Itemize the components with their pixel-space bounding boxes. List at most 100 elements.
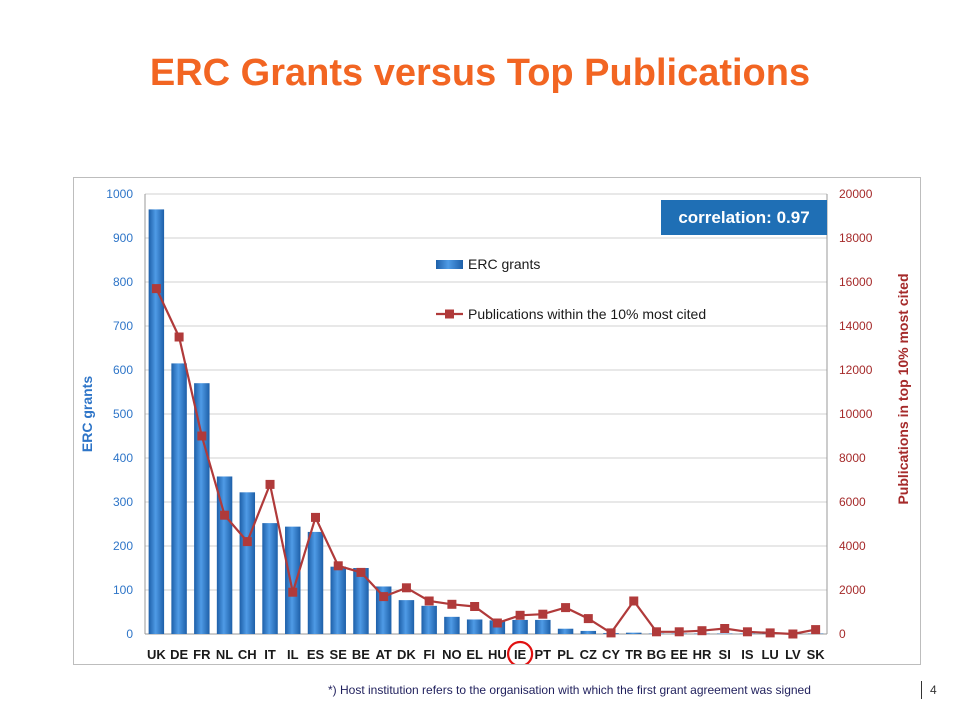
point-publications (561, 603, 571, 613)
y2-tick-label: 8000 (839, 451, 866, 465)
y-tick-label: 500 (113, 407, 133, 421)
x-tick-label: TR (625, 647, 643, 662)
x-tick-label: SE (330, 647, 348, 662)
x-tick-label: SI (719, 647, 731, 662)
y-axis-title: ERC grants (79, 376, 95, 452)
x-tick-label: ES (307, 647, 325, 662)
point-publications (220, 510, 230, 520)
correlation-label: correlation: 0.97 (678, 208, 809, 227)
point-publications (629, 596, 639, 606)
y-tick-label: 700 (113, 319, 133, 333)
x-tick-label: CH (238, 647, 257, 662)
x-tick-label: AT (376, 647, 392, 662)
bar-erc-grants (194, 383, 210, 634)
point-publications (401, 583, 411, 593)
correlation-box (661, 200, 827, 235)
legend-label-erc-grants: ERC grants (468, 256, 540, 272)
x-tick-label: IS (741, 647, 754, 662)
point-publications (174, 332, 184, 342)
bar-erc-grants (421, 605, 437, 634)
y2-tick-label: 20000 (839, 187, 873, 201)
point-publications (242, 537, 252, 547)
bar-erc-grants (626, 632, 642, 634)
bar-erc-grants (307, 531, 324, 634)
bar-erc-grants (557, 628, 574, 634)
x-tick-label: NO (442, 647, 462, 662)
point-publications (606, 628, 616, 638)
bar-erc-grants (512, 619, 528, 634)
y2-tick-label: 12000 (839, 363, 873, 377)
chart-frame: 0 100 200 300 400 500 600 700 800 900 1000 0 2000 400… (73, 177, 921, 665)
x-tick-label: BG (647, 647, 667, 662)
point-publications (379, 592, 389, 602)
page-number: 4 (930, 683, 937, 697)
slide-title: ERC Grants versus Top Publications (149, 52, 811, 94)
y2-tick-label: 0 (839, 627, 846, 641)
bar-erc-grants (353, 568, 369, 634)
x-tick-label: SK (807, 647, 826, 662)
legend-swatch-erc-grants (436, 260, 463, 269)
point-publications (742, 627, 752, 637)
point-publications (265, 479, 275, 489)
point-publications (356, 567, 366, 577)
x-tick-label: PT (535, 647, 552, 662)
bar-erc-grants (171, 363, 187, 634)
bar-erc-grants (444, 616, 460, 634)
bar-erc-grants (239, 492, 256, 634)
bar-erc-grants (148, 209, 165, 634)
x-tick-label: BE (352, 647, 370, 662)
highlight-circle-ie (507, 640, 534, 664)
x-tick-label: CY (602, 647, 620, 662)
y2-tick-label: 6000 (839, 495, 866, 509)
erc-chart: 0100200300400500600700800900100002000400… (79, 187, 911, 664)
y-tick-label: 800 (113, 275, 133, 289)
y2-tick-label: 2000 (839, 583, 866, 597)
x-tick-label: EL (466, 647, 483, 662)
point-publications (788, 629, 798, 639)
y-tick-label: 600 (113, 363, 133, 377)
y2-tick-label: 16000 (839, 275, 873, 289)
legend-label-publications: Publications within the 10% most cited (468, 306, 706, 322)
y2-tick-label: 18000 (839, 231, 873, 245)
point-publications (720, 624, 730, 633)
point-publications (583, 614, 593, 624)
legend-marker-publications (445, 309, 454, 319)
bar-erc-grants (285, 526, 301, 634)
x-tick-label: FR (193, 647, 211, 662)
x-tick-label: HR (693, 647, 712, 662)
y-tick-label: 1000 (106, 187, 133, 201)
point-publications (538, 609, 548, 619)
x-tick-label: DE (170, 647, 188, 662)
y-tick-label: 400 (113, 451, 133, 465)
point-publications (652, 627, 661, 637)
point-publications (447, 599, 457, 609)
point-publications (151, 284, 161, 294)
x-tick-label: HU (488, 647, 507, 662)
bar-erc-grants (535, 619, 551, 634)
x-tick-label: FI (423, 647, 435, 662)
x-tick-label: NL (216, 647, 233, 662)
y-tick-label: 200 (113, 539, 133, 553)
point-publications (197, 431, 207, 441)
y-tick-label: 0 (126, 627, 133, 641)
point-publications (674, 627, 684, 637)
x-tick-label: IE (514, 647, 527, 662)
footnote: *) Host institution refers to the organi… (328, 683, 811, 697)
y2-tick-label: 10000 (839, 407, 873, 421)
x-tick-label: PL (557, 647, 574, 662)
point-publications (697, 626, 707, 636)
point-publications (492, 618, 502, 628)
bar-erc-grants (262, 523, 278, 634)
x-tick-label: IL (287, 647, 299, 662)
page-separator (921, 681, 922, 699)
point-publications (333, 561, 343, 571)
bar-erc-grants (398, 600, 415, 634)
point-publications (288, 587, 298, 597)
bar-erc-grants (580, 630, 597, 634)
bar-erc-grants (330, 566, 346, 634)
y2-tick-label: 14000 (839, 319, 873, 333)
y-tick-label: 900 (113, 231, 133, 245)
point-publications (765, 628, 775, 638)
point-publications (311, 512, 320, 522)
x-tick-label: UK (147, 647, 166, 662)
